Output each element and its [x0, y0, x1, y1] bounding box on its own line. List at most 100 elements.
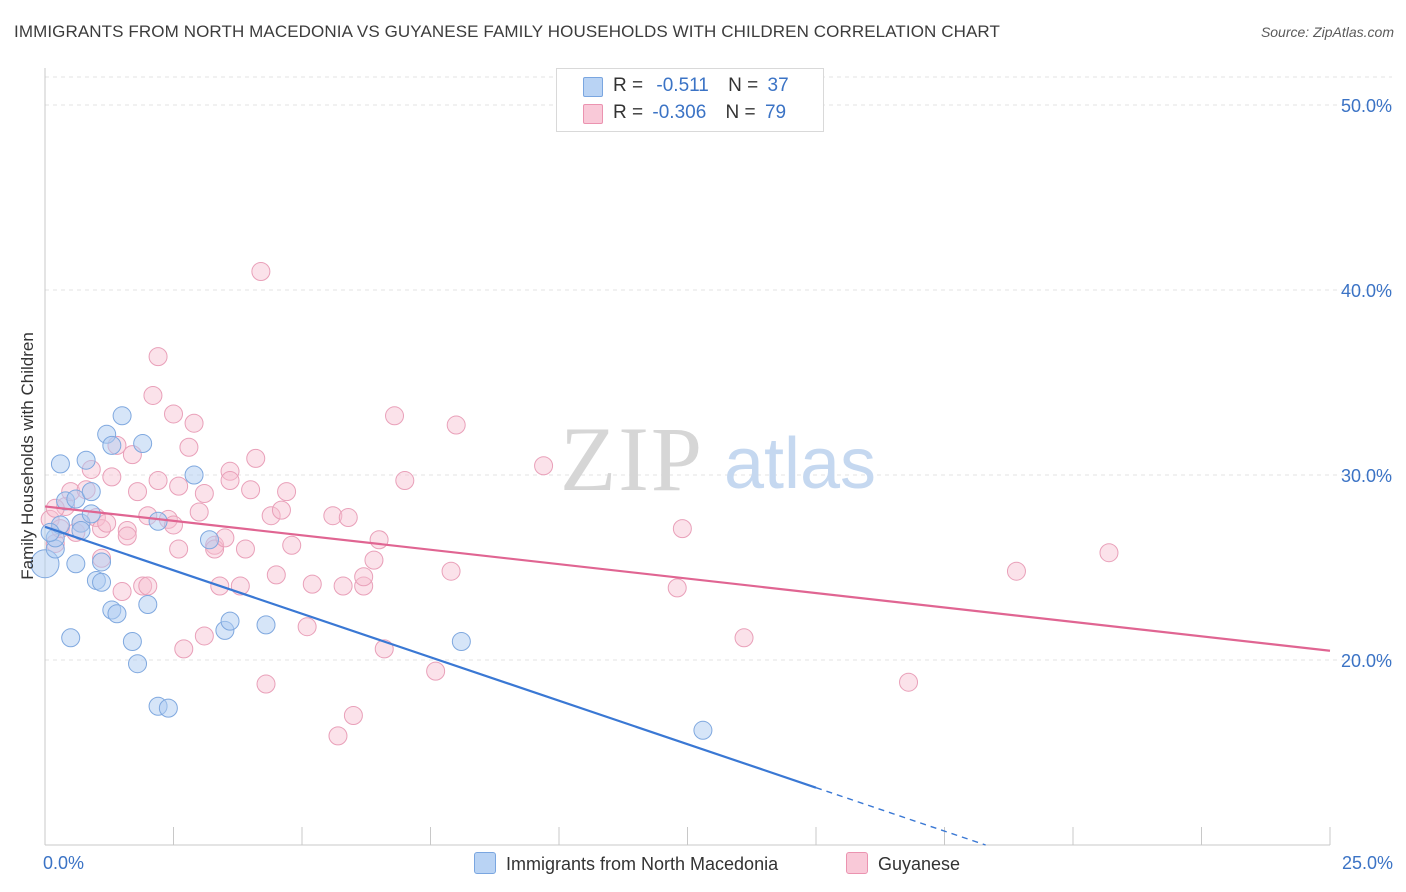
guyanese-point [220, 471, 240, 491]
guyanese-point [143, 385, 163, 405]
legend-n-value: 37 [767, 75, 789, 96]
guyanese-point [97, 513, 117, 533]
guyanese-point [446, 415, 466, 435]
guyanese-trend-line [44, 505, 1331, 652]
north-macedonia-point [148, 511, 168, 531]
guyanese-point [354, 567, 374, 587]
north-macedonia-point [66, 489, 86, 509]
legend-n-label: N = [725, 102, 756, 123]
source-credit: Source: ZipAtlas.com [1260, 24, 1394, 40]
bottom-legend-swatch-pink [846, 852, 868, 874]
north-macedonia-point [133, 434, 153, 454]
north-macedonia-point [128, 654, 148, 674]
north-macedonia-point [40, 522, 60, 542]
guyanese-point [138, 576, 158, 596]
guyanese-point [235, 539, 255, 559]
guyanese-point [441, 561, 461, 581]
x-tick-label: 25.0% [1342, 853, 1393, 873]
north-macedonia-point [76, 450, 96, 470]
guyanese-point [133, 576, 153, 596]
bottom-legend-label: Immigrants from North Macedonia [506, 854, 779, 874]
x-tick-label: 0.0% [43, 853, 84, 873]
bottom-legend-north-macedonia: Immigrants from North Macedonia [474, 852, 778, 875]
guyanese-point [333, 576, 353, 596]
guyanese-point [343, 706, 363, 725]
guyanese-point [667, 578, 687, 598]
guyanese-point [184, 413, 204, 433]
north-macedonia-trend-extension [815, 786, 986, 846]
north-macedonia-point [61, 628, 81, 648]
legend-r-value: -0.511 [656, 75, 709, 96]
guyanese-point [426, 661, 446, 681]
guyanese-point [261, 506, 281, 526]
north-macedonia-point [81, 504, 101, 524]
north-macedonia-point [50, 454, 70, 474]
north-macedonia-point [112, 406, 132, 426]
trend-lines [44, 505, 1331, 846]
guyanese-point [385, 406, 405, 426]
guyanese-point [251, 262, 271, 281]
guyanese-point [374, 639, 394, 659]
legend-swatch-pink [583, 104, 603, 124]
guyanese-point [369, 530, 389, 550]
guyanese-point [241, 480, 261, 500]
guyanese-point [117, 521, 137, 540]
bottom-legend-swatch-blue [474, 852, 496, 874]
guyanese-point [169, 539, 189, 559]
guyanese-point [148, 347, 168, 367]
north-macedonia-point [451, 632, 471, 651]
guyanese-point [174, 639, 194, 659]
guyanese-point [179, 437, 199, 457]
guyanese-point [395, 471, 415, 491]
north-macedonia-point [66, 554, 86, 574]
guyanese-point [1099, 543, 1119, 563]
legend-r-value: -0.306 [652, 102, 707, 123]
y-tick-label: 20.0% [1341, 651, 1392, 671]
bottom-legend-label: Guyanese [878, 854, 961, 874]
guyanese-point [246, 448, 266, 468]
north-macedonia-point [107, 604, 127, 624]
guyanese-point [148, 471, 168, 491]
guyanese-point [102, 467, 122, 487]
tick-labels: 20.0% 30.0% 40.0% 50.0% 0.0% 25.0% [43, 96, 1393, 873]
guyanese-point [128, 482, 148, 502]
y-tick-label: 50.0% [1341, 96, 1392, 116]
guyanese-point [302, 574, 322, 594]
north-macedonia-point [256, 615, 276, 635]
guyanese-point [194, 484, 214, 503]
axes [44, 68, 1331, 846]
north-macedonia-point [122, 632, 142, 651]
guyanese-point [338, 508, 358, 528]
north-macedonia-point [693, 720, 713, 740]
bottom-legend-guyanese: Guyanese [846, 852, 960, 875]
north-macedonia-point [102, 435, 122, 455]
guyanese-point [297, 617, 317, 637]
legend-swatch-blue [583, 77, 603, 97]
legend-n-value: 79 [764, 102, 787, 123]
y-axis-label: Family Households with Children [18, 332, 37, 580]
guyanese-point [534, 456, 554, 476]
guyanese-point [364, 550, 384, 570]
guyanese-point [169, 476, 189, 496]
legend-r-label: R = [613, 102, 644, 123]
north-macedonia-point [81, 482, 101, 502]
north-macedonia-point [199, 530, 219, 550]
north-macedonia-point [158, 698, 178, 718]
guyanese-point [277, 482, 297, 502]
north-macedonia-points [30, 406, 713, 740]
guyanese-point [92, 519, 112, 539]
north-macedonia-point [92, 572, 112, 592]
chart-title: IMMIGRANTS FROM NORTH MACEDONIA VS GUYAN… [14, 22, 1000, 41]
correlation-legend: R = -0.511 N = 37 R = -0.306 N = 79 [556, 68, 824, 132]
north-macedonia-point [92, 552, 112, 572]
north-macedonia-point [184, 465, 204, 485]
guyanese-point [672, 519, 692, 539]
north-macedonia-trend-line [44, 525, 817, 789]
guyanese-point [323, 506, 343, 526]
guyanese-point [189, 502, 209, 522]
guyanese-point [282, 535, 302, 555]
guyanese-point [271, 500, 291, 520]
y-tick-label: 30.0% [1341, 466, 1392, 486]
guyanese-point [899, 672, 919, 692]
grid-lines [45, 76, 1392, 661]
